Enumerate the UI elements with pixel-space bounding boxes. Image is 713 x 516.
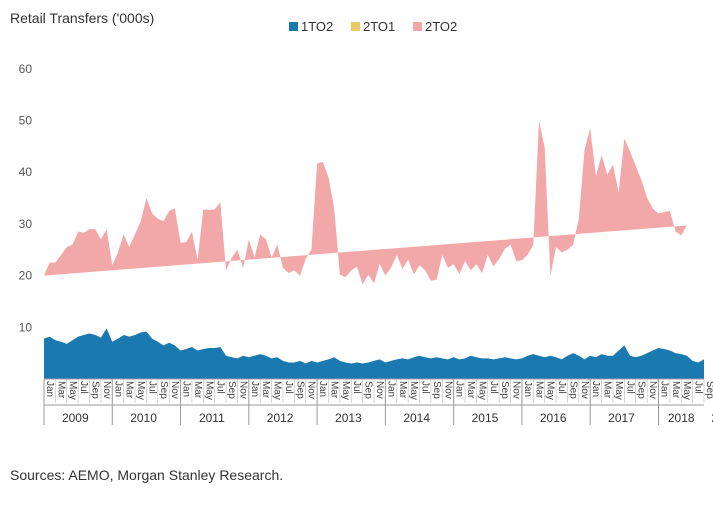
x-tick-label: May <box>135 381 146 400</box>
x-tick-label: Nov <box>511 381 522 399</box>
legend-swatch-2to2 <box>413 22 422 31</box>
x-tick-label: May <box>340 381 351 400</box>
x-tick-label: May <box>67 381 78 400</box>
x-tick-label: Jan <box>249 381 260 397</box>
x-tick-label: Mar <box>328 381 339 399</box>
x-tick-label: Sep <box>704 381 713 399</box>
x-tick-label: Nov <box>442 381 453 399</box>
x-tick-label: Mar <box>260 381 271 399</box>
y-tick-label: 40 <box>19 165 33 179</box>
x-tick-label: May <box>203 381 214 400</box>
year-label: 2018 <box>668 411 695 425</box>
legend: 1TO2 2TO1 2TO2 <box>289 19 457 34</box>
x-tick-label: Jan <box>44 381 55 397</box>
x-tick-label: Sep <box>567 381 578 399</box>
x-tick-label: Jul <box>146 381 157 394</box>
x-tick-label: Mar <box>533 381 544 399</box>
x-tick-label: Jan <box>522 381 533 397</box>
x-tick-label: Nov <box>101 381 112 399</box>
year-label: 2011 <box>199 411 225 425</box>
x-tick-label: Mar <box>397 381 408 399</box>
x-tick-label: Sep <box>636 381 647 399</box>
year-label: 2017 <box>608 411 635 425</box>
x-tick-label: Mar <box>124 381 135 399</box>
y-tick-label: 20 <box>19 269 33 283</box>
y-axis: 10 20 30 40 50 60 <box>19 62 33 334</box>
year-label: 2019 <box>711 411 713 425</box>
x-tick-label: Jul <box>215 381 226 394</box>
year-label: 2013 <box>335 411 362 425</box>
x-tick-label: May <box>408 381 419 400</box>
x-tick-label: Nov <box>579 381 590 399</box>
year-label: 2014 <box>403 411 430 425</box>
x-tick-label: Sep <box>499 381 510 399</box>
x-tick-label: Jul <box>420 381 431 394</box>
x-tick-label: Mar <box>465 381 476 399</box>
x-tick-label: Jul <box>624 381 635 394</box>
legend-swatch-1to2 <box>289 22 298 31</box>
year-label: 2016 <box>540 411 567 425</box>
x-tick-label: Nov <box>306 381 317 399</box>
x-tick-label: Jul <box>556 381 567 394</box>
chart-title: Retail Transfers ('000s) <box>10 10 154 26</box>
legend-label-1to2: 1TO2 <box>301 19 333 34</box>
series-area-2to2 <box>44 120 687 285</box>
x-tick-label: Nov <box>647 381 658 399</box>
year-label: 2009 <box>62 411 89 425</box>
x-tick-label: May <box>681 381 692 400</box>
x-tick-label: Mar <box>55 381 66 399</box>
y-tick-label: 10 <box>19 320 33 334</box>
y-tick-label: 50 <box>19 114 33 128</box>
x-tick-label: Sep <box>226 381 237 399</box>
x-tick-label: Jan <box>112 381 123 397</box>
x-tick-label: Nov <box>237 381 248 399</box>
x-tick-label: Jan <box>658 381 669 397</box>
x-tick-label: Jan <box>181 381 192 397</box>
year-label: 2012 <box>267 411 294 425</box>
x-tick-label: Jan <box>317 381 328 397</box>
x-tick-label: Jan <box>385 381 396 397</box>
x-tick-label: Jul <box>488 381 499 394</box>
x-tick-label: Sep <box>90 381 101 399</box>
year-label: 2015 <box>472 411 499 425</box>
x-tick-label: Nov <box>169 381 180 399</box>
source-note: Sources: AEMO, Morgan Stanley Research. <box>10 467 284 483</box>
x-tick-label: May <box>613 381 624 400</box>
x-tick-label: Jul <box>693 381 704 394</box>
x-tick-label: Jan <box>590 381 601 397</box>
x-tick-label: Jul <box>78 381 89 394</box>
legend-swatch-2to1 <box>351 22 360 31</box>
x-tick-label: May <box>272 381 283 400</box>
x-axis: Jan Mar May Jul Sep Nov Jan Mar May Jul Sep Nov Jan M… <box>43 378 713 425</box>
plot-area <box>44 120 704 379</box>
y-tick-label: 60 <box>19 62 33 76</box>
legend-label-2to2: 2TO2 <box>425 19 457 34</box>
year-label: 2010 <box>130 411 157 425</box>
x-tick-label: Mar <box>192 381 203 399</box>
x-tick-label: Jul <box>351 381 362 394</box>
x-tick-label: Sep <box>363 381 374 399</box>
x-tick-label: May <box>545 381 556 400</box>
x-tick-label: Sep <box>431 381 442 399</box>
x-tick-label: May <box>476 381 487 400</box>
y-tick-label: 30 <box>19 217 33 231</box>
x-tick-label: Nov <box>374 381 385 399</box>
x-tick-label: Mar <box>602 381 613 399</box>
legend-label-2to1: 2TO1 <box>363 19 395 34</box>
x-tick-label: Sep <box>158 381 169 399</box>
series-area-1to2 <box>44 328 704 379</box>
x-tick-label: Sep <box>294 381 305 399</box>
x-tick-label: Jul <box>283 381 294 394</box>
x-tick-label: Mar <box>670 381 681 399</box>
x-tick-label: Jan <box>454 381 465 397</box>
